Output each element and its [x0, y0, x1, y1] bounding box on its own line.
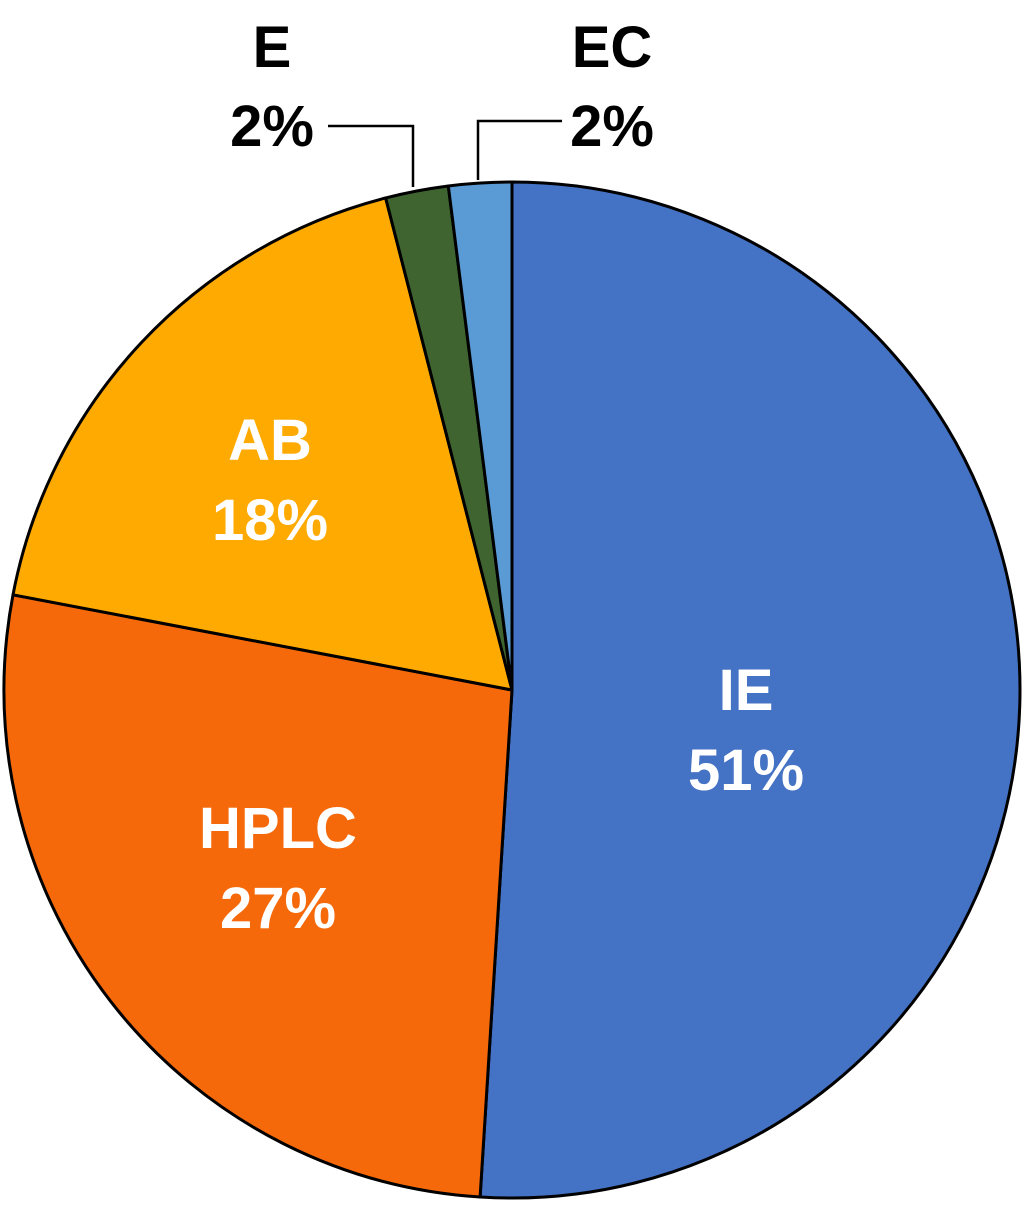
pie-slice-hplc	[2, 593, 514, 1199]
pie-slice-ab	[11, 196, 514, 692]
slice-name-label-ie: IE	[719, 658, 774, 723]
slice-value-label-ab: 18%	[212, 488, 328, 553]
slice-value-label-ie: 51%	[688, 738, 804, 803]
pie-slices	[2, 180, 1022, 1200]
slice-value-label-e: 2%	[230, 94, 314, 159]
leader-lines	[328, 119, 562, 187]
slice-name-label-e: E	[253, 15, 292, 80]
slice-name-label-hplc: HPLC	[199, 796, 357, 861]
slice-value-label-hplc: 27%	[220, 876, 336, 941]
pie-slice-ie	[478, 180, 1022, 1200]
pie-labels: IE 51% HPLC 27% AB 18% E 2% EC 2%	[199, 15, 804, 941]
slice-name-label-ab: AB	[228, 408, 312, 473]
slice-value-label-ec: 2%	[570, 94, 654, 159]
slice-name-label-ec: EC	[572, 15, 653, 80]
leader-line-e	[328, 124, 415, 187]
leader-line-ec	[476, 119, 562, 180]
pie-slice-ec	[446, 180, 514, 692]
